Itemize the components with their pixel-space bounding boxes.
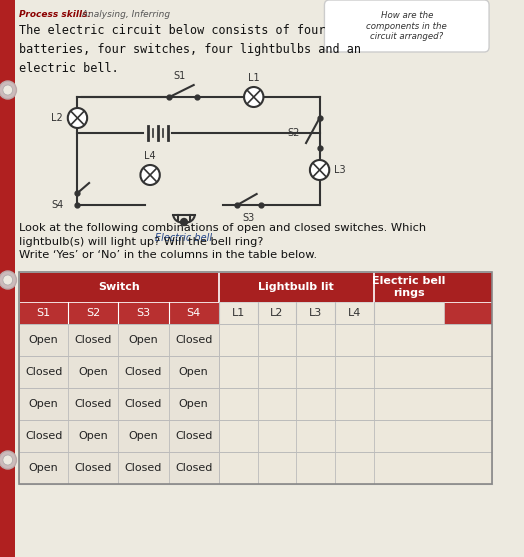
Text: Open: Open (78, 367, 108, 377)
Bar (19, 356, 219, 388)
Circle shape (181, 218, 188, 226)
Bar (219, 302, 258, 324)
Text: The electric circuit below consists of four
batteries, four switches, four light: The electric circuit below consists of f… (19, 24, 362, 75)
Text: L1: L1 (248, 73, 259, 83)
Bar (19, 420, 492, 452)
Text: Closed: Closed (125, 399, 162, 409)
Text: L3: L3 (309, 308, 322, 318)
Text: Closed: Closed (175, 463, 212, 473)
Text: Analysing, Inferring: Analysing, Inferring (80, 10, 170, 19)
Bar (19, 272, 492, 484)
Text: Write ‘Yes’ or ‘No’ in the columns in the table below.: Write ‘Yes’ or ‘No’ in the columns in th… (19, 250, 318, 260)
Text: Closed: Closed (74, 335, 112, 345)
Text: Lightbulb lit: Lightbulb lit (258, 282, 334, 292)
Text: S2: S2 (86, 308, 100, 318)
Text: L2: L2 (270, 308, 283, 318)
Bar (258, 302, 297, 324)
Bar (19, 420, 219, 452)
Bar (374, 302, 443, 324)
Text: S4: S4 (187, 308, 201, 318)
Circle shape (3, 455, 13, 465)
Circle shape (0, 81, 16, 99)
Bar (19, 356, 492, 388)
Text: S1: S1 (37, 308, 51, 318)
Text: Closed: Closed (74, 463, 112, 473)
Text: Look at the following combinations of open and closed switches. Which
lightbulb(: Look at the following combinations of op… (19, 223, 427, 247)
Bar (335, 302, 374, 324)
Bar (19, 388, 492, 420)
Text: Open: Open (29, 335, 59, 345)
Text: Open: Open (128, 431, 158, 441)
Text: S1: S1 (173, 71, 185, 81)
Bar (19, 302, 492, 324)
Bar (19, 272, 492, 302)
Circle shape (140, 165, 160, 185)
Text: How are the
components in the
circuit arranged?: How are the components in the circuit ar… (366, 11, 447, 41)
Circle shape (3, 85, 13, 95)
Bar (19, 388, 219, 420)
Text: S3: S3 (136, 308, 150, 318)
Text: Process skills:: Process skills: (19, 10, 92, 19)
Text: Closed: Closed (25, 367, 62, 377)
Text: Closed: Closed (125, 367, 162, 377)
Text: L4: L4 (144, 151, 156, 161)
Bar (19, 324, 219, 356)
Text: Open: Open (179, 367, 209, 377)
Text: Open: Open (78, 431, 108, 441)
Circle shape (0, 451, 16, 469)
Text: Closed: Closed (125, 463, 162, 473)
Text: Open: Open (29, 463, 59, 473)
Text: Closed: Closed (25, 431, 62, 441)
Text: Open: Open (29, 399, 59, 409)
Bar (19, 452, 219, 484)
Circle shape (68, 108, 87, 128)
Text: Switch: Switch (98, 282, 140, 292)
Text: L2: L2 (51, 113, 63, 123)
Text: S4: S4 (52, 200, 64, 210)
Circle shape (0, 271, 16, 289)
Text: S3: S3 (243, 213, 255, 223)
Bar (19, 452, 492, 484)
Text: L4: L4 (348, 308, 361, 318)
Text: Open: Open (128, 335, 158, 345)
Text: Electric bell
rings: Electric bell rings (372, 276, 445, 298)
Circle shape (244, 87, 264, 107)
Text: S2: S2 (288, 128, 300, 138)
Text: L1: L1 (232, 308, 245, 318)
Bar (297, 302, 335, 324)
Text: Closed: Closed (74, 399, 112, 409)
Text: Electric bell: Electric bell (156, 233, 213, 243)
Circle shape (3, 275, 13, 285)
Bar (19, 324, 492, 356)
Text: Open: Open (179, 399, 209, 409)
Text: Closed: Closed (175, 431, 212, 441)
Text: L3: L3 (334, 165, 346, 175)
Circle shape (310, 160, 329, 180)
Text: Closed: Closed (175, 335, 212, 345)
Bar (0, 0, 16, 557)
FancyBboxPatch shape (324, 0, 489, 52)
